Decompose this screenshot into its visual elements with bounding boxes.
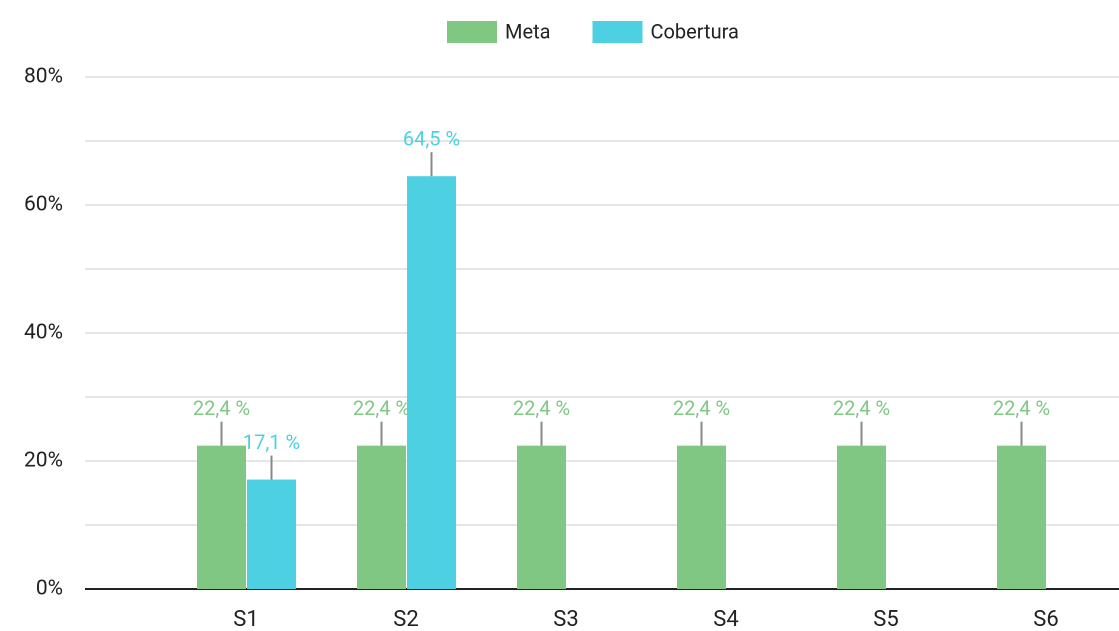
- x-tick-label: S5: [873, 607, 898, 631]
- y-tick-label: 60%: [24, 193, 63, 217]
- bar: [517, 445, 566, 589]
- bar: [407, 176, 456, 589]
- legend-label: Cobertura: [651, 19, 739, 43]
- value-label: 22,4 %: [673, 396, 730, 420]
- value-label: 22,4 %: [513, 396, 570, 420]
- y-tick-label: 40%: [24, 321, 63, 345]
- y-tick-label: 0%: [36, 577, 63, 601]
- value-label: 22,4 %: [833, 396, 890, 420]
- value-label: 22,4 %: [353, 396, 410, 420]
- value-label: 64,5 %: [403, 126, 460, 150]
- legend-swatch: [447, 21, 497, 43]
- bar: [197, 445, 246, 589]
- x-tick-label: S6: [1033, 607, 1058, 631]
- bar: [677, 445, 726, 589]
- x-tick-label: S4: [713, 607, 738, 631]
- value-label: 22,4 %: [193, 396, 250, 420]
- bar: [997, 445, 1046, 589]
- y-tick-label: 80%: [24, 65, 63, 89]
- x-tick-label: S2: [393, 607, 418, 631]
- legend-swatch: [592, 21, 643, 43]
- value-label: 22,4 %: [993, 396, 1050, 420]
- bar: [247, 479, 296, 589]
- bar: [357, 445, 406, 589]
- y-tick-label: 20%: [24, 449, 63, 473]
- value-label: 17,1 %: [243, 430, 300, 454]
- x-tick-label: S3: [553, 607, 578, 631]
- bar: [837, 445, 886, 589]
- x-tick-label: S1: [233, 607, 258, 631]
- legend-label: Meta: [505, 19, 551, 43]
